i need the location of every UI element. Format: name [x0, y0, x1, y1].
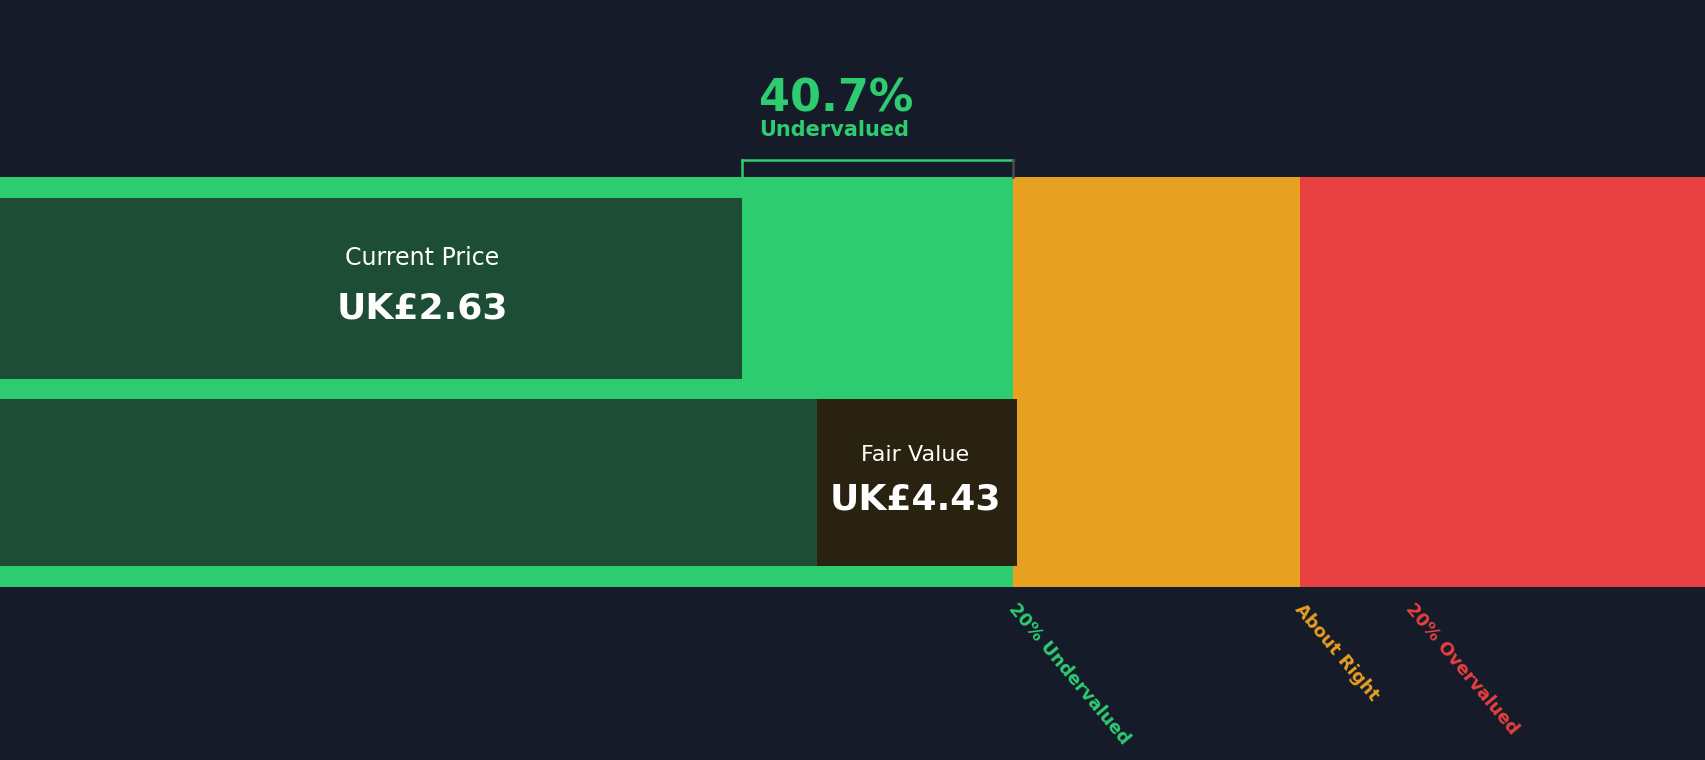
Bar [1299, 177, 1705, 198]
Text: 40.7%: 40.7% [759, 78, 912, 120]
Text: Undervalued: Undervalued [759, 119, 909, 140]
Bar [0, 177, 1013, 198]
Bar [0, 378, 1013, 399]
Bar [1299, 566, 1705, 587]
Text: Fair Value: Fair Value [861, 445, 968, 465]
Bar [1013, 566, 1299, 587]
Bar [1013, 177, 1299, 198]
Bar [0, 198, 1013, 378]
Text: Current Price: Current Price [344, 245, 500, 270]
Text: 20% Undervalued: 20% Undervalued [1004, 600, 1132, 749]
Bar [1299, 198, 1705, 378]
Bar [817, 399, 1016, 566]
Bar [0, 198, 742, 378]
Bar [1299, 399, 1705, 566]
Text: About Right: About Right [1291, 600, 1383, 705]
Text: 20% Overvalued: 20% Overvalued [1402, 600, 1521, 739]
Text: UK£2.63: UK£2.63 [336, 292, 508, 326]
Bar [0, 399, 1013, 566]
Bar [0, 566, 1013, 587]
Bar [1013, 198, 1299, 378]
Bar [0, 399, 1013, 566]
Bar [1013, 378, 1299, 399]
Bar [1299, 378, 1705, 399]
Text: UK£4.43: UK£4.43 [829, 483, 1001, 517]
Bar [1013, 399, 1299, 566]
